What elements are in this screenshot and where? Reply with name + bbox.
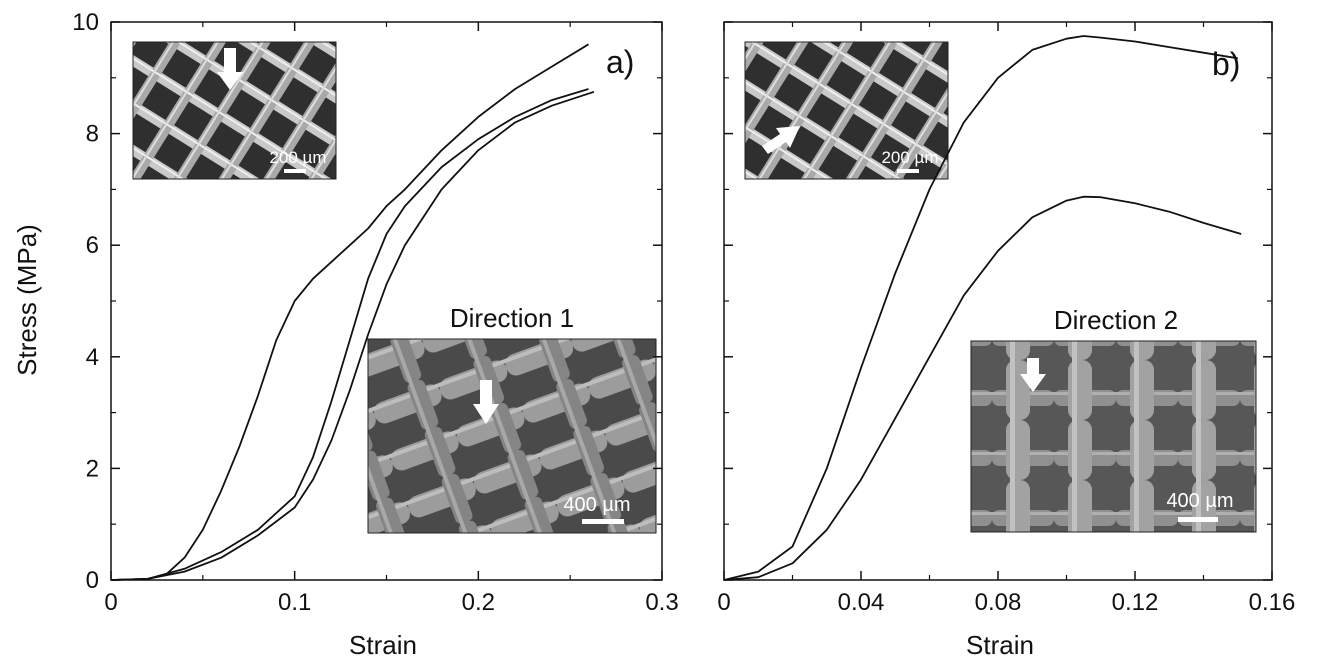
- series-line-a-1: [110, 43, 589, 581]
- x-tick-label-a: 0.2: [462, 589, 495, 616]
- arrow-down-icon: [473, 380, 499, 424]
- scale-bar-label: 400 µm: [1166, 490, 1233, 512]
- x-tick-label-a: 0.1: [278, 589, 311, 616]
- panel-a-insets: 200 µm Direction 1 400 µm: [132, 41, 657, 534]
- panel-label-a: a): [606, 44, 634, 80]
- scale-bar: [1178, 517, 1218, 522]
- scale-bar-label: 200 µm: [881, 148, 938, 167]
- panel-b: 200 µm Direction 2 400 µm 0 0.04 0.08 0.12 0…: [717, 21, 1296, 660]
- y-tick-label-a: 2: [86, 455, 99, 482]
- arrow-down-icon: [217, 48, 243, 90]
- y-tick-label-a: 6: [86, 232, 99, 259]
- x-tick-label-a: 0: [104, 589, 117, 616]
- scale-bar: [582, 519, 624, 524]
- x-axis-title-b: Strain: [966, 630, 1034, 660]
- scale-bar: [897, 169, 919, 173]
- mesh-micrograph-inset-top: 200 µm: [132, 41, 337, 180]
- panel-a-series: [110, 43, 595, 581]
- direction-label: Direction 2: [1054, 305, 1178, 335]
- y-axis-title: Stress (MPa): [12, 224, 42, 376]
- panel-a: 200 µm Direction 1 400 µm 0 0.1 0.2 0.3 0 2 4 6…: [72, 9, 678, 660]
- direction-label: Direction 1: [450, 303, 574, 333]
- x-tick-label-b: 0.12: [1112, 589, 1159, 616]
- scale-bar: [284, 169, 306, 173]
- y-tick-label-a: 4: [86, 344, 99, 371]
- panel-b-series: [723, 35, 1242, 581]
- stacked-fiber-micrograph-inset: 400 µm: [970, 340, 1257, 533]
- y-tick-label-a: 0: [86, 567, 99, 594]
- series-line-b-1: [723, 35, 1238, 581]
- scale-bar-label: 400 µm: [563, 494, 630, 516]
- scale-bar-label: 200 µm: [269, 148, 326, 167]
- x-axis-title-a: Strain: [349, 630, 417, 660]
- y-tick-label-a: 10: [72, 9, 99, 36]
- panel-b-axes: 0 0.04 0.08 0.12 0.16: [717, 21, 1296, 616]
- y-tick-label-a: 8: [86, 121, 99, 148]
- x-tick-label-a: 0.3: [645, 589, 678, 616]
- series-line-a-3: [110, 90, 595, 581]
- weave-micrograph-inset: 400 µm: [367, 338, 657, 534]
- x-tick-label-b: 0.08: [975, 589, 1022, 616]
- x-tick-label-b: 0.16: [1249, 589, 1296, 616]
- x-tick-label-b: 0.04: [838, 589, 885, 616]
- arrow-diagonal-icon: [762, 126, 800, 154]
- panel-label-b: b): [1212, 46, 1240, 82]
- arrow-down-icon: [1020, 358, 1046, 392]
- series-line-a-2: [110, 88, 589, 581]
- x-tick-label-b: 0: [717, 589, 730, 616]
- panel-b-insets: 200 µm Direction 2 400 µm: [744, 41, 1257, 533]
- mesh-micrograph-inset-top: 200 µm: [744, 41, 949, 180]
- series-line-b-2: [723, 195, 1242, 581]
- panel-a-axes: 0 0.1 0.2 0.3 0 2 4 6 8 10: [72, 9, 678, 616]
